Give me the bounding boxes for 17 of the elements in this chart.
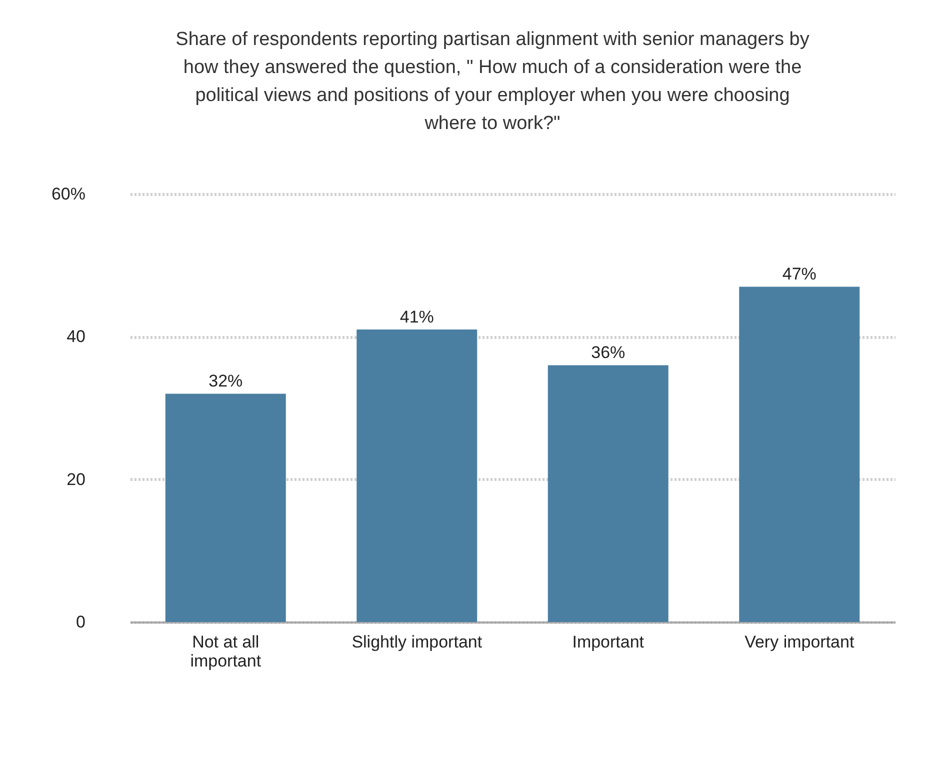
bar [548, 365, 668, 622]
bar [356, 330, 478, 622]
data-label: 47% [782, 264, 816, 284]
x-tick-label: Important [572, 632, 644, 652]
y-tick-label: 20 [66, 470, 86, 489]
y-tick-label: 60% [51, 184, 86, 204]
data-label: 36% [591, 343, 626, 362]
bar [739, 286, 860, 622]
y-tick-label: 40 [66, 327, 86, 346]
data-label: 32% [208, 372, 243, 391]
x-tick-label: Not at all important [190, 632, 262, 670]
y-tick-label: 0 [76, 612, 86, 632]
x-tick-label: Very important [744, 632, 854, 652]
chart-title: Share of respondents reporting partisan alignment with senior managers by how they answered the question, " How much of a consideration were the political views and positions of your employer when you were choosing where to work?" [176, 29, 810, 134]
bar [165, 394, 286, 622]
data-label: 41% [400, 308, 434, 327]
x-tick-label: Slightly important [352, 632, 482, 652]
